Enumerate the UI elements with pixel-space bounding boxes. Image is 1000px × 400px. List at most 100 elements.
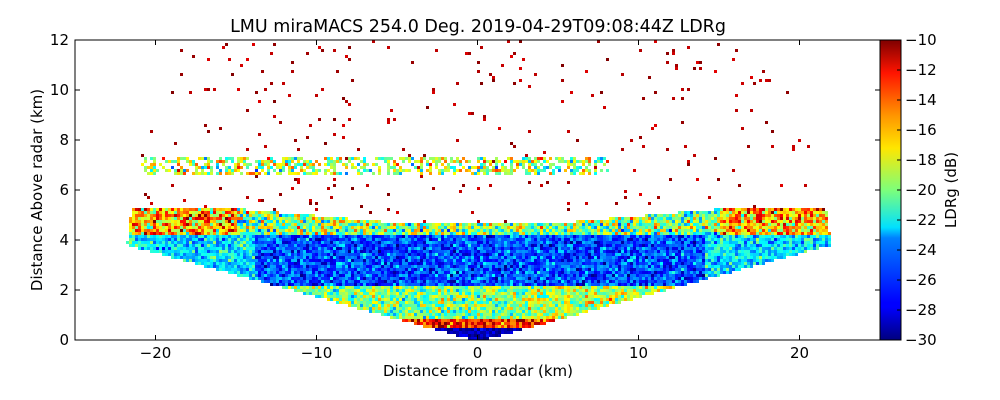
ldr-cell xyxy=(582,304,585,307)
ldr-cell xyxy=(255,271,258,274)
ldr-cell xyxy=(507,241,510,244)
ldr-cell xyxy=(429,262,432,265)
ldr-cell xyxy=(150,172,153,175)
ldr-cell xyxy=(330,295,333,298)
ldr-cell xyxy=(330,268,333,271)
ldr-cell xyxy=(396,262,399,265)
ldr-cell xyxy=(447,301,450,304)
ldr-cell xyxy=(177,235,180,238)
ldr-cell xyxy=(321,232,324,235)
ldr-cell xyxy=(420,241,423,244)
ldr-cell xyxy=(486,277,489,280)
ldr-cell xyxy=(333,166,336,169)
ldr-cell xyxy=(300,256,303,259)
ldr-cell xyxy=(450,226,453,229)
ldr-cell xyxy=(237,160,240,163)
ldr-cell xyxy=(231,229,234,232)
ldr-cell xyxy=(468,304,471,307)
ldr-cell xyxy=(342,97,345,100)
ldr-cell xyxy=(510,142,513,145)
ldr-cell xyxy=(180,223,183,226)
ldr-cell xyxy=(531,247,534,250)
ldr-cell xyxy=(486,247,489,250)
ldr-cell xyxy=(537,265,540,268)
ldr-cell xyxy=(192,226,195,229)
ldr-cell xyxy=(471,223,474,226)
ldr-cell xyxy=(564,250,567,253)
ldr-cell xyxy=(531,265,534,268)
ldr-cell xyxy=(555,307,558,310)
ldr-cell xyxy=(234,217,237,220)
ldr-cell xyxy=(285,283,288,286)
ldr-cell xyxy=(420,289,423,292)
ldr-cell xyxy=(255,256,258,259)
ldr-cell xyxy=(522,163,525,166)
ldr-cell xyxy=(375,265,378,268)
ldr-cell xyxy=(234,256,237,259)
ldr-cell xyxy=(348,46,351,49)
ldr-cell xyxy=(510,160,513,163)
ldr-cell xyxy=(486,322,489,325)
ldr-cell xyxy=(408,265,411,268)
ldr-cell xyxy=(390,250,393,253)
ldr-cell xyxy=(192,253,195,256)
ldr-cell xyxy=(177,229,180,232)
ldr-cell xyxy=(459,334,462,337)
ldr-cell xyxy=(501,310,504,313)
ldr-cell xyxy=(168,169,171,172)
ldr-cell xyxy=(504,283,507,286)
ldr-cell xyxy=(516,277,519,280)
ldr-cell xyxy=(339,277,342,280)
ldr-cell xyxy=(324,253,327,256)
ldr-cell xyxy=(336,301,339,304)
ldr-cell xyxy=(168,214,171,217)
ldr-cell xyxy=(585,250,588,253)
ldr-cell xyxy=(336,235,339,238)
ldr-cell xyxy=(276,274,279,277)
ldr-cell xyxy=(285,259,288,262)
ldr-cell xyxy=(366,301,369,304)
ldr-cell xyxy=(219,172,222,175)
ldr-cell xyxy=(537,229,540,232)
ldr-cell xyxy=(486,331,489,334)
ldr-cell xyxy=(282,238,285,241)
ldr-cell xyxy=(330,223,333,226)
ldr-cell xyxy=(435,310,438,313)
ldr-cell xyxy=(486,259,489,262)
ldr-cell xyxy=(357,265,360,268)
ldr-cell xyxy=(579,220,582,223)
ldr-cell xyxy=(150,220,153,223)
ldr-cell xyxy=(270,166,273,169)
ldr-cell xyxy=(315,247,318,250)
ldr-cell xyxy=(501,331,504,334)
ldr-cell xyxy=(135,238,138,241)
ldr-cell xyxy=(459,238,462,241)
ldr-cell xyxy=(468,226,471,229)
ldr-cell xyxy=(513,271,516,274)
ldr-cell xyxy=(285,157,288,160)
ldr-cell xyxy=(519,286,522,289)
ldr-cell xyxy=(240,274,243,277)
ldr-cell xyxy=(192,208,195,211)
ldr-cell xyxy=(162,208,165,211)
ldr-cell xyxy=(426,304,429,307)
ldr-cell xyxy=(300,274,303,277)
ldr-cell xyxy=(360,298,363,301)
ldr-cell xyxy=(381,229,384,232)
ldr-cell xyxy=(294,271,297,274)
ldr-cell xyxy=(435,283,438,286)
ldr-cell xyxy=(231,250,234,253)
ldr-cell xyxy=(420,256,423,259)
ldr-cell xyxy=(462,235,465,238)
ldr-cell xyxy=(528,298,531,301)
ldr-cell xyxy=(279,223,282,226)
ldr-cell xyxy=(492,244,495,247)
ldr-cell xyxy=(582,280,585,283)
ldr-cell xyxy=(351,166,354,169)
ldr-cell xyxy=(255,226,258,229)
ldr-cell xyxy=(330,244,333,247)
ldr-cell xyxy=(288,226,291,229)
ldr-cell xyxy=(264,217,267,220)
ldr-cell xyxy=(264,223,267,226)
ldr-cell xyxy=(291,61,294,64)
